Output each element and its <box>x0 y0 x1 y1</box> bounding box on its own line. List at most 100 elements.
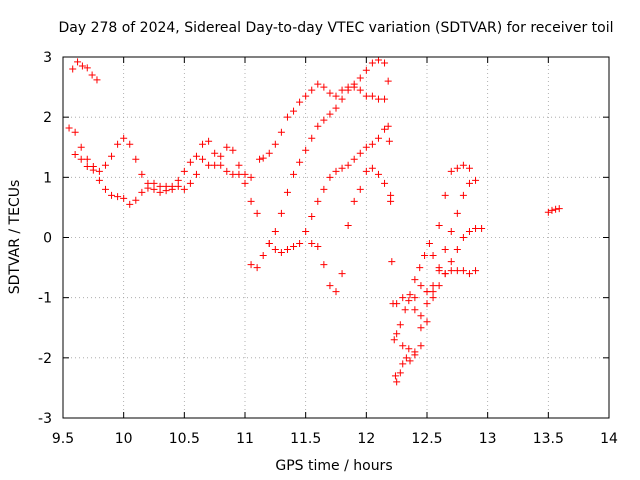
series-track-j <box>393 176 480 359</box>
data-point <box>405 345 413 353</box>
data-point <box>381 125 389 133</box>
data-point <box>472 224 480 232</box>
data-point <box>381 95 389 103</box>
data-point <box>356 185 364 193</box>
data-point <box>192 170 200 178</box>
data-point <box>332 92 340 100</box>
data-point <box>283 113 291 121</box>
data-points <box>65 56 563 386</box>
data-point <box>429 294 437 302</box>
data-point <box>93 76 101 84</box>
data-point <box>247 197 255 205</box>
data-point <box>199 140 207 148</box>
x-tick-label: 11.5 <box>290 431 321 447</box>
data-point <box>150 179 158 187</box>
data-point <box>290 243 298 251</box>
data-point <box>95 167 103 175</box>
data-point <box>180 167 188 175</box>
data-point <box>320 261 328 269</box>
data-point <box>71 150 79 158</box>
data-point <box>387 197 395 205</box>
data-point <box>89 166 97 174</box>
data-point <box>241 170 249 178</box>
data-point <box>388 258 396 266</box>
data-point <box>459 191 467 199</box>
data-point <box>411 306 419 314</box>
y-tick-label: 1 <box>43 170 52 186</box>
series-track-m <box>396 240 433 329</box>
data-point <box>447 167 455 175</box>
series-track-a <box>69 58 101 84</box>
data-point <box>290 170 298 178</box>
x-tick-label: 11 <box>236 431 254 447</box>
data-point <box>138 188 146 196</box>
data-point <box>277 249 285 257</box>
data-point <box>277 128 285 136</box>
data-point <box>374 134 382 142</box>
data-point <box>283 188 291 196</box>
data-point <box>338 86 346 94</box>
data-point <box>241 179 249 187</box>
series-track-g <box>308 164 395 296</box>
data-point <box>465 270 473 278</box>
data-point <box>192 152 200 160</box>
data-point <box>296 98 304 106</box>
data-point <box>417 312 425 320</box>
data-point <box>168 185 176 193</box>
data-point <box>247 173 255 181</box>
data-point <box>223 143 231 151</box>
data-point <box>235 170 243 178</box>
data-point <box>441 191 449 199</box>
x-axis-label: GPS time / hours <box>275 458 392 474</box>
x-tick-label: 10 <box>115 431 133 447</box>
data-point <box>425 240 433 248</box>
data-point <box>374 170 382 178</box>
data-point <box>368 92 376 100</box>
data-point <box>396 321 404 329</box>
data-point <box>314 122 322 130</box>
data-point <box>472 267 480 275</box>
data-point <box>108 191 116 199</box>
data-point <box>74 58 82 66</box>
data-point <box>259 252 267 260</box>
data-point <box>406 291 414 299</box>
data-point <box>199 155 207 163</box>
plot-frame <box>62 56 610 419</box>
data-point <box>211 161 219 169</box>
series-track-e <box>247 83 389 272</box>
data-point <box>108 152 116 160</box>
data-point <box>296 240 304 248</box>
data-point <box>265 240 273 248</box>
data-point <box>308 212 316 220</box>
data-point <box>552 205 560 213</box>
data-point <box>253 264 261 272</box>
data-point <box>296 158 304 166</box>
data-point <box>326 89 334 97</box>
grid-lines <box>63 57 609 418</box>
x-tick-label: 10.5 <box>169 431 200 447</box>
data-point <box>338 270 346 278</box>
data-point <box>78 62 86 70</box>
data-point <box>435 221 443 229</box>
data-point <box>459 161 467 169</box>
data-point <box>344 221 352 229</box>
data-point <box>65 124 73 132</box>
data-point <box>290 107 298 115</box>
data-point <box>385 137 393 145</box>
data-point <box>229 146 237 154</box>
data-point <box>223 167 231 175</box>
data-point <box>423 300 431 308</box>
data-point <box>368 140 376 148</box>
series-track-h <box>384 77 399 380</box>
data-point <box>156 188 164 196</box>
x-tick-label: 13.5 <box>533 431 564 447</box>
data-point <box>77 155 85 163</box>
data-point <box>83 163 91 171</box>
x-tick-label: 12.5 <box>411 431 442 447</box>
data-point <box>423 318 431 326</box>
data-point <box>114 193 122 201</box>
data-point <box>421 252 429 260</box>
data-point <box>302 146 310 154</box>
data-point <box>387 191 395 199</box>
